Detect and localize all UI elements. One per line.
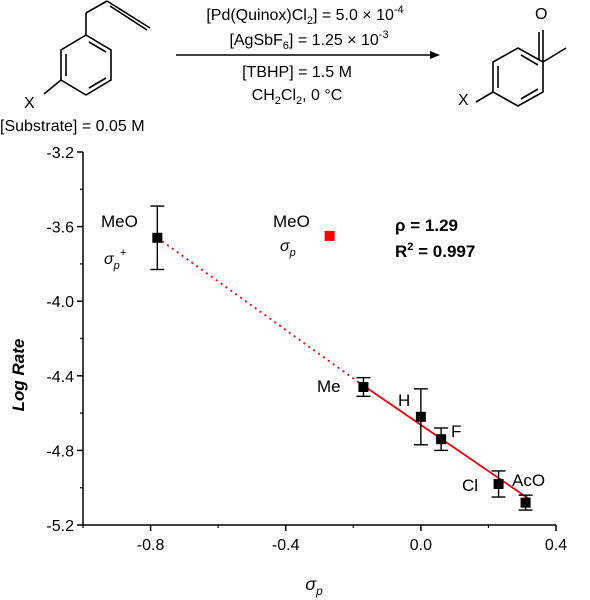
- reaction-scheme: X [Substrate] = 0.05 M [Pd(Quinox)Cl2] =…: [0, 0, 567, 135]
- y-tick-label: -4.8: [46, 443, 74, 460]
- rho-value: ρ = 1.29: [395, 216, 458, 235]
- data-point-me: [358, 381, 369, 392]
- y-tick-label: -3.2: [46, 145, 74, 162]
- point-label-aco: AcO: [512, 471, 545, 490]
- substrate-concentration: [Substrate] = 0.05 M: [0, 118, 145, 135]
- data-point-h: [415, 411, 426, 422]
- substrate-x-label: X: [24, 95, 35, 112]
- y-tick-label: -5.2: [46, 518, 74, 535]
- data-point-meo: [324, 230, 335, 241]
- oxidant-condition: [TBHP] = 1.5 M: [242, 64, 352, 81]
- styrene-structure: [43, 0, 151, 96]
- x-axis-title: σp: [305, 574, 323, 598]
- product-oxygen-label: O: [535, 6, 547, 23]
- x-tick-label: 0.0: [410, 537, 432, 554]
- solvent-condition: CH2Cl2, 0 °C: [252, 87, 343, 107]
- sigma-p-annotation: σp: [280, 238, 296, 259]
- point-label-me: Me: [317, 377, 341, 396]
- y-axis-title: Log Rate: [9, 339, 28, 412]
- data-points: [150, 205, 533, 511]
- x-tick-label: 0.4: [545, 537, 567, 554]
- point-label-f: F: [451, 422, 461, 441]
- data-point-cl: [493, 478, 504, 489]
- fit-lines: [156, 237, 530, 500]
- data-point-f: [436, 434, 447, 445]
- catalyst-condition: [Pd(Quinox)Cl2] = 5.0 × 10-4: [206, 4, 403, 27]
- plot-axes: -3.2 -3.6 -4.0 -4.4 -4.8 -5.2 -0.8 -0.4 0.0 0.4: [46, 145, 567, 554]
- data-point-aco: [520, 497, 531, 508]
- y-tick-label: -4.0: [46, 294, 74, 311]
- point-label-meo: MeO: [101, 212, 138, 231]
- product-x-label: X: [458, 92, 469, 109]
- silver-salt-condition: [AgSbF6] = 1.25 × 10-3: [229, 29, 388, 52]
- point-label-cl: Cl: [462, 476, 478, 495]
- r-squared-value: R2 = 0.997: [395, 241, 475, 261]
- extrapolated-dotted-line: [156, 237, 361, 384]
- y-tick-label: -4.4: [46, 369, 74, 386]
- point-label-h: H: [398, 391, 410, 410]
- y-tick-label: -3.6: [46, 220, 74, 237]
- point-label-meo-red: MeO: [273, 212, 310, 231]
- acetophenone-structure: [475, 30, 567, 107]
- sigma-plus-annotation: σp+: [104, 247, 127, 272]
- arrow-head-icon: [430, 51, 440, 59]
- x-tick-label: -0.8: [137, 537, 165, 554]
- data-point-meo: [152, 232, 163, 243]
- x-tick-label: -0.4: [272, 537, 300, 554]
